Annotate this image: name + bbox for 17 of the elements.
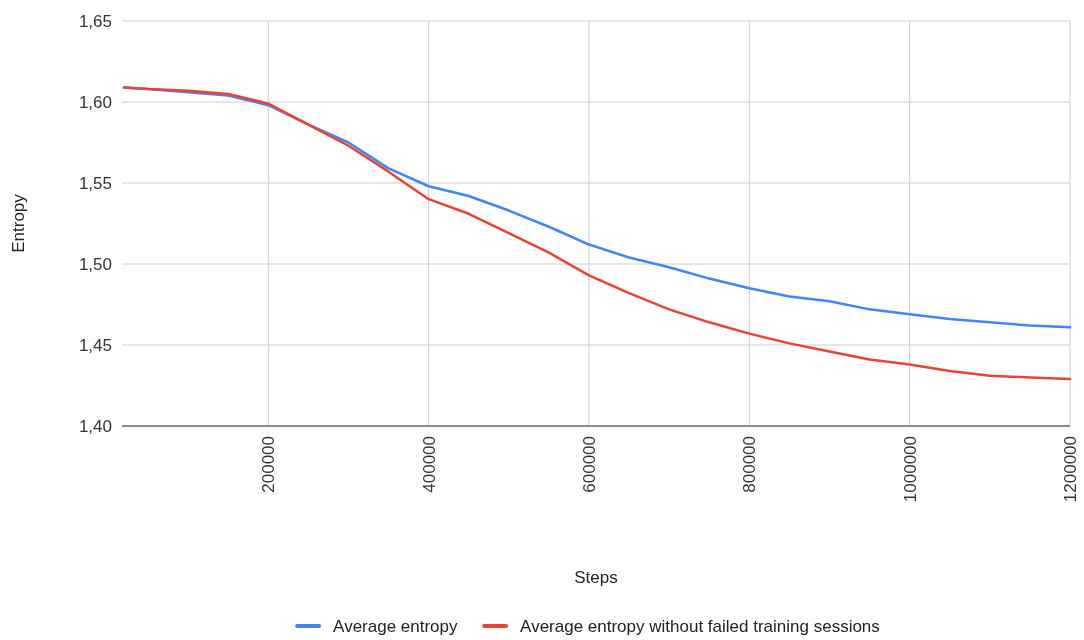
y-tick-label: 1,65 (78, 11, 112, 31)
x-tick-label: 600000 (579, 436, 599, 493)
x-tick-label: 1200000 (1060, 436, 1080, 503)
legend-label: Average entropy without failed training sessions (520, 617, 880, 636)
x-axis-title: Steps (574, 568, 618, 587)
x-tick-label: 800000 (740, 436, 760, 493)
y-axis-title: Entropy (9, 193, 28, 253)
x-tick-label: 1000000 (900, 436, 920, 503)
y-tick-label: 1,40 (78, 416, 112, 436)
legend-label: Average entropy (333, 617, 459, 636)
y-tick-label: 1,55 (78, 173, 112, 193)
x-tick-label: 400000 (419, 436, 439, 493)
y-tick-label: 1,45 (78, 335, 112, 355)
line-series (122, 86, 1072, 381)
y-tick-label: 1,50 (78, 254, 112, 274)
x-tick-label: 200000 (259, 436, 279, 493)
y-tick-label: 1,60 (78, 92, 112, 112)
